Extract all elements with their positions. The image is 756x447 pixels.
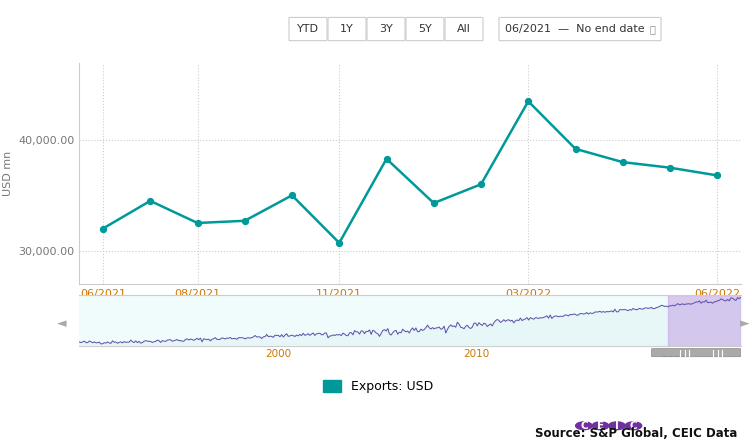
Point — [522, 98, 534, 105]
Text: 5Y: 5Y — [418, 24, 432, 34]
FancyBboxPatch shape — [406, 17, 444, 41]
Point — [475, 181, 487, 188]
Bar — [668, 295, 741, 346]
FancyBboxPatch shape — [499, 17, 661, 41]
Point — [333, 239, 345, 246]
Text: All: All — [457, 24, 471, 34]
Circle shape — [592, 422, 609, 430]
Text: 06/2021  —  No end date: 06/2021 — No end date — [505, 24, 645, 34]
Text: YTD: YTD — [297, 24, 319, 34]
Point — [664, 164, 676, 171]
Text: ►: ► — [740, 317, 749, 331]
Y-axis label: USD mn: USD mn — [3, 151, 13, 196]
Point — [428, 199, 440, 207]
Text: 1Y: 1Y — [340, 24, 354, 34]
Text: C: C — [580, 421, 587, 431]
FancyBboxPatch shape — [289, 17, 327, 41]
Legend: Exports: USD: Exports: USD — [318, 375, 438, 398]
Text: E: E — [596, 421, 604, 431]
Text: C: C — [630, 421, 637, 431]
Text: 3Y: 3Y — [379, 24, 393, 34]
Text: 📅: 📅 — [649, 24, 655, 34]
Point — [617, 159, 629, 166]
Point — [711, 172, 723, 179]
FancyBboxPatch shape — [367, 17, 405, 41]
Point — [239, 217, 251, 224]
FancyBboxPatch shape — [652, 349, 741, 357]
Point — [144, 197, 156, 204]
FancyBboxPatch shape — [445, 17, 483, 41]
Circle shape — [609, 422, 625, 430]
Point — [569, 145, 581, 152]
Text: Source: S&P Global, CEIC Data: Source: S&P Global, CEIC Data — [534, 427, 737, 440]
FancyBboxPatch shape — [328, 17, 366, 41]
Point — [286, 192, 298, 199]
Circle shape — [575, 422, 592, 430]
Point — [97, 225, 109, 232]
Text: I: I — [615, 421, 619, 431]
Point — [191, 219, 203, 227]
Text: ◄: ◄ — [57, 317, 67, 331]
Circle shape — [625, 422, 642, 430]
Point — [380, 155, 392, 162]
